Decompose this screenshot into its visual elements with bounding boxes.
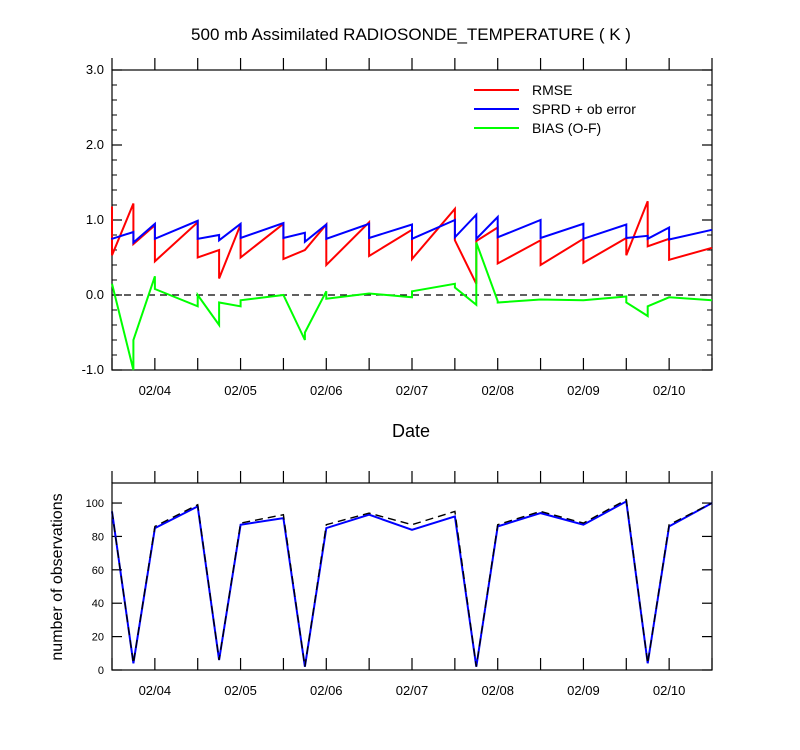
plot-frame: [111, 482, 713, 671]
x-tick-label: 02/08: [481, 383, 514, 398]
y-tick-label: 2.0: [86, 137, 104, 152]
top-x-axis-label: Date: [392, 421, 430, 441]
y-tick-label: -1.0: [82, 362, 104, 377]
series-line-0: [111, 200, 713, 285]
x-tick-label: 02/04: [139, 383, 172, 398]
y-tick-label: 100: [86, 498, 104, 510]
x-tick-label: 02/09: [567, 683, 600, 698]
legend-label-1: SPRD + ob error: [532, 101, 636, 117]
y-tick-label: 60: [92, 565, 104, 577]
y-tick-label: 1.0: [86, 212, 104, 227]
x-tick-label: 02/05: [224, 683, 257, 698]
y-tick-label: 20: [92, 632, 104, 644]
y-tick-label: 3.0: [86, 62, 104, 77]
rmse-panel: 02/04 02/05 02/06 02/07 02/08 02/09 02/10 -1.0 0…: [82, 58, 713, 398]
x-tick-label: 02/05: [224, 383, 257, 398]
x-tick-label: 02/06: [310, 683, 343, 698]
series-line-2: [111, 242, 713, 371]
x-tick-label: 02/08: [481, 683, 514, 698]
y-tick-label: 0.0: [86, 287, 104, 302]
x-tick-label: 02/10: [653, 383, 686, 398]
x-tick-label: 02/04: [139, 683, 172, 698]
y-tick-label: 0: [98, 665, 104, 677]
legend-label-0: RMSE: [532, 82, 572, 98]
legend-label-2: BIAS (O-F): [532, 120, 601, 136]
x-tick-label: 02/10: [653, 683, 686, 698]
x-tick-label: 02/06: [310, 383, 343, 398]
x-tick-label: 02/09: [567, 383, 600, 398]
observations-panel: 02/04 02/05 02/06 02/07 02/08 02/09 02/10 0 20 40…: [86, 471, 713, 698]
y-tick-label: 80: [92, 531, 104, 543]
series-line-1: [111, 498, 713, 667]
x-tick-label: 02/07: [396, 383, 429, 398]
series-line-1: [111, 212, 713, 245]
x-tick-label: 02/07: [396, 683, 429, 698]
y-tick-label: 40: [92, 598, 104, 610]
series-line-0: [111, 499, 713, 667]
bottom-y-axis-label: number of observations: [49, 493, 66, 660]
chart-title: 500 mb Assimilated RADIOSONDE_TEMPERATUR…: [191, 25, 631, 44]
